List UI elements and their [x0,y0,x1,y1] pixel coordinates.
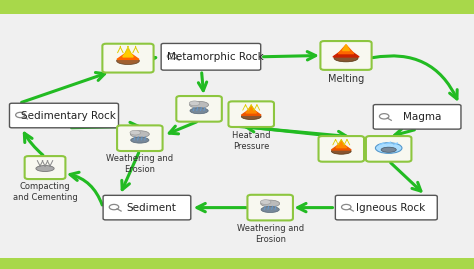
Ellipse shape [130,130,141,135]
Ellipse shape [331,148,351,154]
Polygon shape [117,49,139,59]
FancyBboxPatch shape [117,125,163,151]
FancyBboxPatch shape [25,156,65,179]
FancyBboxPatch shape [176,96,222,122]
Circle shape [109,204,118,210]
Circle shape [341,204,351,210]
Text: Weathering and
Erosion: Weathering and Erosion [106,154,173,174]
Ellipse shape [334,55,358,62]
Polygon shape [331,141,351,150]
Text: Weathering and
Erosion: Weathering and Erosion [237,224,304,244]
Text: Igneous Rock: Igneous Rock [356,203,426,213]
Ellipse shape [241,114,261,119]
FancyBboxPatch shape [373,105,461,129]
FancyBboxPatch shape [320,41,372,70]
Ellipse shape [117,57,139,65]
FancyBboxPatch shape [335,195,437,220]
Ellipse shape [261,200,280,207]
Ellipse shape [261,207,279,213]
Ellipse shape [131,137,149,143]
Ellipse shape [190,108,208,114]
Ellipse shape [375,143,402,153]
FancyBboxPatch shape [9,103,119,128]
FancyBboxPatch shape [366,136,411,162]
Ellipse shape [36,165,54,172]
FancyBboxPatch shape [103,195,191,220]
Polygon shape [333,45,359,57]
Circle shape [16,112,25,118]
Circle shape [167,54,177,59]
Polygon shape [246,106,256,113]
Bar [0,0,474,14]
Polygon shape [336,141,346,148]
Ellipse shape [130,131,149,137]
Polygon shape [123,49,133,57]
Text: Melting: Melting [328,75,364,84]
Ellipse shape [381,147,396,152]
Ellipse shape [189,101,200,106]
Circle shape [379,114,389,119]
FancyBboxPatch shape [228,101,274,127]
FancyBboxPatch shape [319,136,364,162]
FancyBboxPatch shape [102,44,154,73]
FancyBboxPatch shape [161,44,261,70]
Polygon shape [241,106,261,115]
Text: Sedimentary Rock: Sedimentary Rock [21,111,116,121]
Text: Metamorphic Rock: Metamorphic Rock [167,52,264,62]
Bar [0,258,474,269]
FancyBboxPatch shape [247,195,293,220]
Text: Heat and
Pressure: Heat and Pressure [232,131,271,151]
Ellipse shape [190,101,209,108]
Text: Sediment: Sediment [127,203,177,213]
Polygon shape [338,45,354,54]
Text: Magma: Magma [403,112,441,122]
Polygon shape [343,45,349,51]
Text: Compacting
and Cementing: Compacting and Cementing [13,182,77,202]
Ellipse shape [260,200,271,204]
